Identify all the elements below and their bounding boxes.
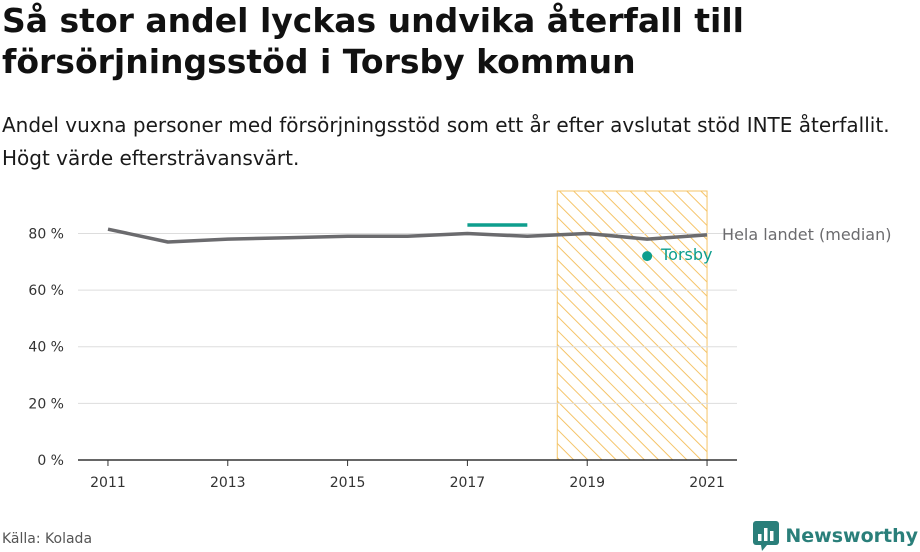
y-tick-label: 0 %: [37, 453, 64, 469]
x-tick-label: 2017: [450, 475, 486, 491]
series-label-torsby: Torsby: [660, 245, 712, 264]
brand-name: Newsworthy: [785, 525, 918, 547]
chart-subtitle: Andel vuxna personer med försörjningsstö…: [2, 113, 890, 170]
x-tick-label: 2011: [90, 475, 126, 491]
series-line-hela-landet: [107, 227, 708, 244]
y-tick-label: 80 %: [28, 226, 64, 242]
x-tick-label: 2015: [330, 475, 366, 491]
series-point-torsby: [642, 251, 653, 262]
source-note: Källa: Kolada: [2, 531, 93, 547]
chart-title: Så stor andel lyckas undvika återfall ti…: [2, 1, 744, 81]
x-tick-label: 2013: [210, 475, 246, 491]
y-tick-label: 60 %: [28, 283, 64, 299]
y-tick-label: 20 %: [28, 396, 64, 412]
series-label-hela-landet: Hela landet (median): [722, 225, 891, 244]
x-tick-label: 2019: [569, 475, 605, 491]
highlight-period: [556, 190, 708, 461]
y-tick-label: 40 %: [28, 340, 64, 356]
brand-logo: Newsworthy: [753, 520, 918, 552]
x-tick-label: 2021: [689, 475, 725, 491]
newsworthy-logo-icon: [753, 521, 780, 551]
